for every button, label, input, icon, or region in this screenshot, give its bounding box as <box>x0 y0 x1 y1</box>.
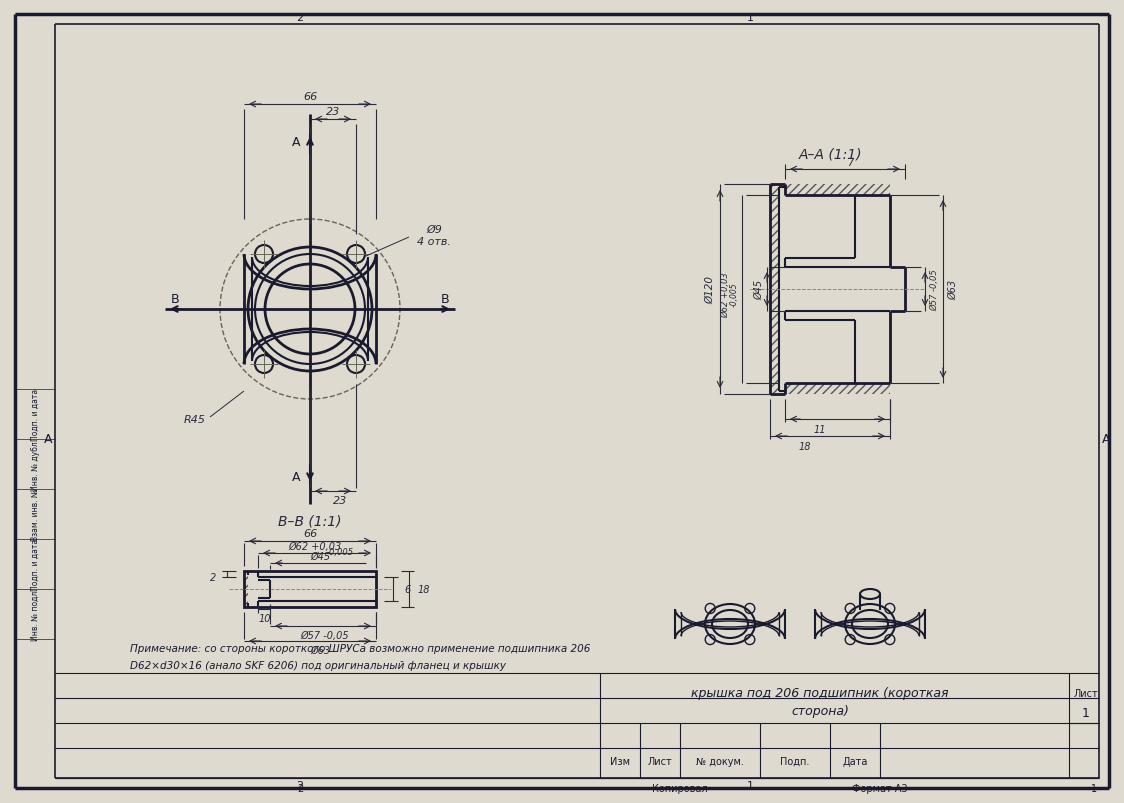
Text: Подп. и дата: Подп. и дата <box>30 389 39 441</box>
Bar <box>770 185 779 394</box>
Text: A: A <box>1102 433 1111 446</box>
Text: Ø62 +0,03: Ø62 +0,03 <box>289 541 342 552</box>
Text: 11: 11 <box>814 425 826 434</box>
Text: Ø62 +0,03: Ø62 +0,03 <box>722 271 731 317</box>
Bar <box>244 571 248 607</box>
Text: 2: 2 <box>297 783 303 793</box>
Text: 2: 2 <box>297 13 303 23</box>
Text: B: B <box>441 293 450 306</box>
Text: Ø120: Ø120 <box>705 275 715 304</box>
Text: Изм: Изм <box>610 756 629 766</box>
Text: № докум.: № докум. <box>696 756 744 766</box>
Text: -0,005: -0,005 <box>729 283 738 307</box>
Text: Ø45: Ø45 <box>310 552 330 561</box>
Text: 1: 1 <box>746 780 753 790</box>
Text: 1: 1 <box>746 13 753 23</box>
Text: Лист: Лист <box>647 756 672 766</box>
Text: Ø63: Ø63 <box>948 279 958 300</box>
Text: Примечание: со стороны короткого ШРУСа возможно применение подшипника 206: Примечание: со стороны короткого ШРУСа в… <box>130 643 590 653</box>
Text: -0,005: -0,005 <box>326 548 354 556</box>
Text: сторона): сторона) <box>791 704 849 718</box>
Text: 7: 7 <box>846 158 853 168</box>
Text: 10: 10 <box>259 613 271 623</box>
Text: 18: 18 <box>418 585 430 594</box>
Text: Формат А3: Формат А3 <box>852 783 908 793</box>
Text: Дата: Дата <box>842 756 868 766</box>
Text: 23: 23 <box>326 107 341 117</box>
Text: A–A (1:1): A–A (1:1) <box>798 148 862 161</box>
Text: A: A <box>44 433 52 446</box>
Text: Инв. № подл.: Инв. № подл. <box>30 588 39 641</box>
Text: Ø63: Ø63 <box>310 645 330 655</box>
Text: 23: 23 <box>333 495 347 505</box>
Text: 6: 6 <box>404 585 410 594</box>
Text: 66: 66 <box>302 528 317 538</box>
Text: Ø57 -0,05: Ø57 -0,05 <box>931 269 940 311</box>
Text: Ø45: Ø45 <box>754 279 764 300</box>
Text: 4 отв.: 4 отв. <box>417 237 451 247</box>
Text: B: B <box>171 293 180 306</box>
Text: A: A <box>291 471 300 484</box>
Text: крышка под 206 подшипник (короткая: крышка под 206 подшипник (короткая <box>691 687 949 699</box>
Text: Подп. и дата: Подп. и дата <box>30 538 39 590</box>
Text: 18: 18 <box>799 442 812 451</box>
Text: Ø57 -0,05: Ø57 -0,05 <box>301 630 350 640</box>
Text: B–B (1:1): B–B (1:1) <box>279 515 342 528</box>
Text: D62×d30×16 (анало SKF 6206) под оригинальный фланец и крышку: D62×d30×16 (анало SKF 6206) под оригинал… <box>130 660 506 671</box>
Text: Взам. инв. №: Взам. инв. № <box>30 488 39 540</box>
Text: Инв. № дубл.: Инв. № дубл. <box>30 438 39 491</box>
Text: 66: 66 <box>302 92 317 102</box>
Text: 1: 1 <box>1082 707 1090 719</box>
Bar <box>244 571 377 607</box>
Bar <box>785 384 890 394</box>
Text: Ø9: Ø9 <box>426 225 442 234</box>
Text: R45: R45 <box>184 414 206 425</box>
Text: 1: 1 <box>1091 783 1097 793</box>
Text: Копировал: Копировал <box>652 783 708 793</box>
Text: Подп.: Подп. <box>780 756 809 766</box>
Bar <box>785 185 890 196</box>
Text: Лист: Лист <box>1073 688 1098 698</box>
Text: 2: 2 <box>210 573 216 582</box>
Text: A: A <box>291 136 300 149</box>
Text: 2: 2 <box>297 780 303 790</box>
